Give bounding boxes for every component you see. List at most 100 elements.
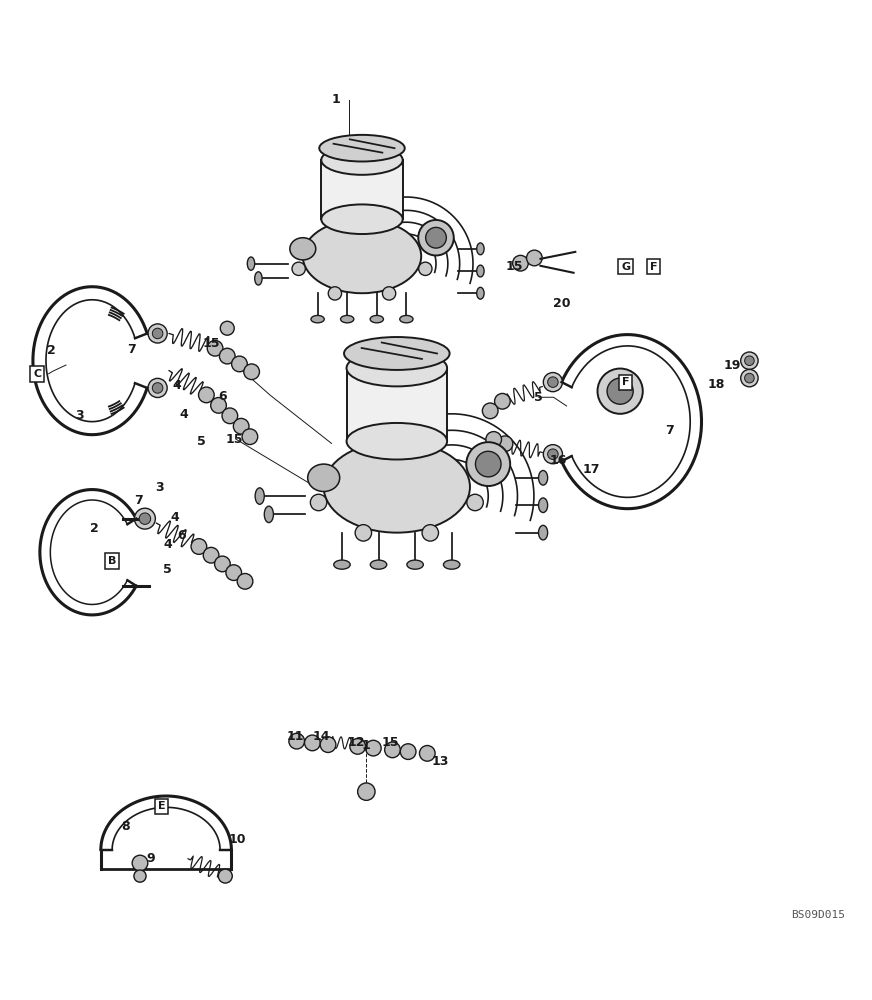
Text: 20: 20 — [554, 297, 571, 310]
Ellipse shape — [324, 441, 470, 533]
Text: 5: 5 — [196, 435, 205, 448]
Text: 14: 14 — [312, 730, 330, 743]
Text: G: G — [621, 262, 630, 272]
Circle shape — [745, 373, 754, 383]
Circle shape — [133, 855, 148, 871]
Ellipse shape — [308, 464, 340, 492]
Text: 6: 6 — [178, 529, 186, 542]
Ellipse shape — [346, 423, 447, 460]
Circle shape — [237, 573, 253, 589]
Circle shape — [191, 539, 207, 554]
Ellipse shape — [311, 315, 324, 323]
Text: 3: 3 — [155, 481, 163, 494]
Circle shape — [222, 408, 238, 424]
Ellipse shape — [467, 494, 483, 511]
Circle shape — [220, 348, 235, 364]
Circle shape — [543, 445, 562, 464]
Ellipse shape — [255, 488, 264, 504]
Ellipse shape — [321, 145, 403, 175]
Text: 7: 7 — [665, 424, 674, 437]
Circle shape — [304, 735, 320, 751]
Ellipse shape — [477, 243, 484, 255]
Ellipse shape — [426, 227, 446, 248]
Circle shape — [740, 352, 758, 369]
Ellipse shape — [399, 315, 413, 323]
Circle shape — [400, 744, 416, 759]
Text: F: F — [650, 262, 657, 272]
Ellipse shape — [419, 262, 432, 275]
Bar — [346, 368, 447, 441]
Circle shape — [208, 340, 223, 356]
Ellipse shape — [290, 238, 316, 260]
Text: F: F — [622, 377, 630, 387]
Ellipse shape — [419, 220, 453, 255]
Ellipse shape — [370, 315, 384, 323]
Text: 18: 18 — [708, 378, 725, 391]
Circle shape — [232, 356, 248, 372]
Circle shape — [350, 739, 365, 754]
Text: 5: 5 — [163, 563, 173, 576]
Ellipse shape — [344, 337, 450, 370]
Text: 15: 15 — [506, 260, 523, 273]
Text: 13: 13 — [432, 755, 449, 768]
Text: 15: 15 — [202, 337, 220, 350]
Circle shape — [203, 547, 219, 563]
Text: 2: 2 — [47, 344, 56, 357]
Text: 4: 4 — [172, 379, 181, 392]
Circle shape — [242, 429, 258, 445]
Circle shape — [419, 746, 435, 761]
Text: 2: 2 — [91, 522, 99, 535]
Circle shape — [148, 378, 167, 398]
Circle shape — [153, 328, 163, 339]
Circle shape — [234, 418, 249, 434]
Circle shape — [365, 740, 381, 756]
Ellipse shape — [321, 204, 403, 234]
Ellipse shape — [597, 369, 643, 414]
Ellipse shape — [346, 350, 447, 386]
Ellipse shape — [422, 525, 439, 541]
Circle shape — [548, 377, 558, 387]
Circle shape — [385, 742, 400, 758]
Text: 6: 6 — [218, 390, 227, 403]
Ellipse shape — [303, 219, 421, 293]
Circle shape — [513, 255, 528, 271]
Ellipse shape — [477, 265, 484, 277]
Text: 15: 15 — [382, 736, 399, 749]
Ellipse shape — [607, 378, 633, 404]
Ellipse shape — [444, 560, 460, 569]
Text: 16: 16 — [549, 454, 567, 467]
Text: 4: 4 — [163, 538, 173, 551]
Text: 4: 4 — [170, 511, 179, 524]
Ellipse shape — [319, 135, 405, 162]
Ellipse shape — [264, 506, 274, 523]
Circle shape — [211, 398, 227, 413]
Ellipse shape — [467, 442, 510, 486]
Circle shape — [486, 432, 501, 447]
Circle shape — [497, 436, 513, 452]
Ellipse shape — [475, 451, 501, 477]
Circle shape — [244, 364, 260, 380]
Circle shape — [199, 387, 215, 403]
Ellipse shape — [383, 287, 396, 300]
Circle shape — [494, 393, 510, 409]
Text: 4: 4 — [179, 408, 187, 421]
Circle shape — [218, 869, 232, 883]
Circle shape — [226, 565, 242, 580]
Ellipse shape — [371, 560, 387, 569]
Ellipse shape — [334, 560, 351, 569]
Text: B: B — [108, 556, 116, 566]
Circle shape — [215, 556, 230, 572]
Ellipse shape — [341, 315, 354, 323]
Circle shape — [543, 373, 562, 392]
Text: 11: 11 — [286, 730, 303, 743]
Circle shape — [358, 783, 375, 800]
Circle shape — [140, 513, 151, 524]
Text: 7: 7 — [127, 343, 136, 356]
Ellipse shape — [292, 262, 305, 275]
Ellipse shape — [539, 470, 548, 485]
Ellipse shape — [328, 287, 342, 300]
Circle shape — [134, 508, 155, 529]
Text: 7: 7 — [134, 494, 143, 507]
Text: 5: 5 — [535, 391, 543, 404]
Text: 17: 17 — [582, 463, 600, 476]
